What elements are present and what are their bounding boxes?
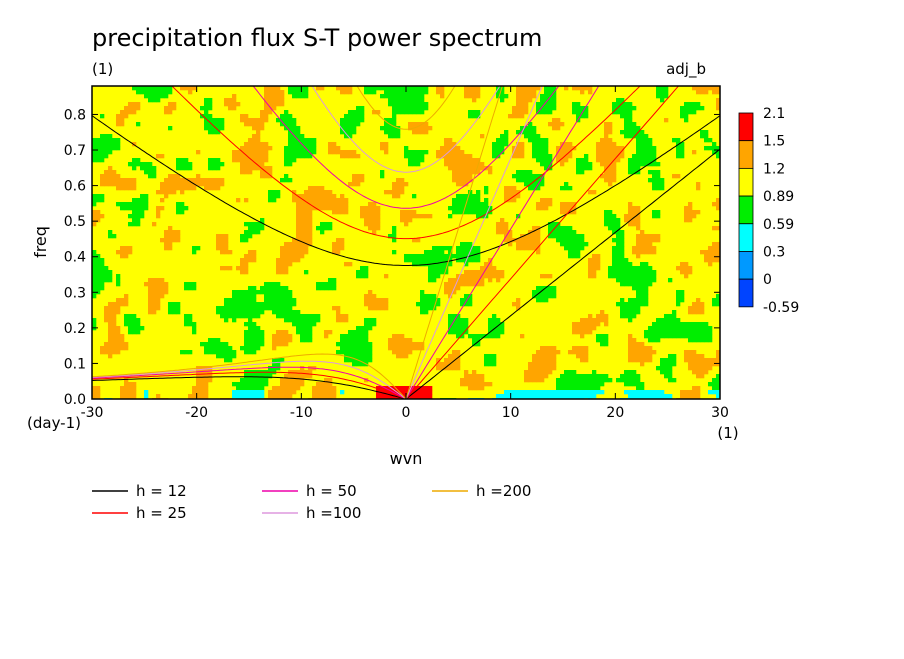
x-tick-label: 10 [502, 405, 520, 421]
colorbar-label: 2.1 [763, 106, 785, 122]
y-axis-units: (day-1) [27, 414, 81, 432]
y-tick-label: 0.7 [64, 143, 86, 159]
kelvin-curve [405, 86, 600, 399]
x-axis-label: wvn [390, 449, 423, 468]
x-axis-units: (1) [717, 424, 738, 442]
colorbar-swatch [738, 223, 754, 252]
chart-title: precipitation flux S-T power spectrum [92, 24, 542, 52]
rossby-curve [92, 366, 407, 399]
rossby-curve [92, 371, 407, 399]
colorbar-swatch [738, 167, 754, 197]
gravity-curve [171, 86, 641, 240]
x-tick-label: 0 [402, 405, 411, 421]
x-tick-label: -10 [290, 405, 313, 421]
x-tick-label: -30 [81, 405, 104, 421]
y-tick-label: 0.5 [64, 214, 86, 230]
colorbar-swatch [738, 140, 754, 169]
y-tick-label: 0.6 [64, 179, 86, 195]
gravity-curve [252, 86, 560, 209]
x-tick-label: 20 [606, 405, 624, 421]
legend: h = 12 h = 25 h = 50 h =100 h =200 [92, 482, 531, 522]
legend-label: h =100 [306, 504, 361, 522]
y-tick-label: 0.2 [64, 321, 86, 337]
dispersion-curves [92, 86, 720, 399]
gravity-curve [311, 86, 501, 173]
colorbar-label: 0.89 [763, 189, 794, 205]
x-tick-label: 30 [711, 405, 729, 421]
colorbar: 2.1 1.5 1.2 0.89 0.59 0.3 0 -0.59 [738, 106, 799, 316]
rossby-curve [92, 376, 407, 399]
legend-label: h = 25 [136, 504, 187, 522]
subtitle-left: (1) [92, 60, 113, 78]
colorbar-label: 1.2 [763, 161, 785, 177]
rossby-curve [92, 353, 407, 399]
colorbar-label: 0.59 [763, 217, 794, 233]
legend-label: h =200 [476, 482, 531, 500]
colorbar-swatch [738, 195, 754, 225]
y-axis-ticks: 0.0 0.1 0.2 0.3 0.4 0.5 0.6 0.7 0.8 [64, 107, 720, 408]
y-tick-label: 0.3 [64, 285, 86, 301]
rossby-curve [92, 360, 407, 399]
y-tick-label: 0.0 [64, 392, 86, 408]
subtitle-right: adj_b [666, 60, 706, 79]
colorbar-label: 0.3 [763, 244, 785, 260]
x-tick-label: -20 [185, 405, 208, 421]
colorbar-label: 1.5 [763, 134, 785, 150]
y-tick-label: 0.1 [64, 356, 86, 372]
plot-area [92, 86, 720, 399]
colorbar-swatch [738, 112, 754, 142]
kelvin-curve [405, 86, 680, 399]
colorbar-label: -0.59 [763, 300, 799, 316]
colorbar-label: 0 [763, 272, 772, 288]
kelvin-curve [405, 86, 503, 399]
gravity-curve [356, 86, 456, 130]
kelvin-curve [405, 86, 543, 399]
colorbar-swatch [738, 278, 754, 308]
colorbar-swatch [738, 251, 754, 280]
y-tick-label: 0.8 [64, 107, 86, 123]
gravity-curve [92, 115, 720, 266]
legend-label: h = 12 [136, 482, 187, 500]
kelvin-curve [405, 148, 720, 399]
y-axis-label: freq [31, 226, 50, 258]
x-axis-ticks: -30 -20 -10 0 10 20 30 [81, 86, 729, 421]
legend-label: h = 50 [306, 482, 357, 500]
y-tick-label: 0.4 [64, 250, 86, 266]
